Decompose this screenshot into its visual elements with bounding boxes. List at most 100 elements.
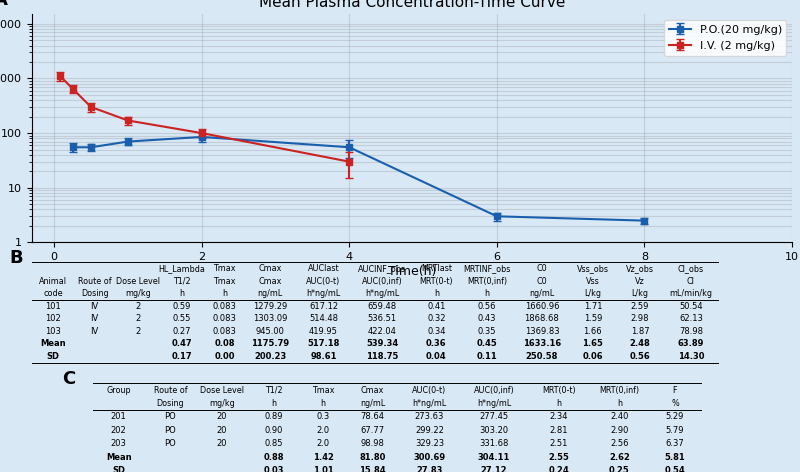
Text: h: h — [617, 399, 622, 408]
Text: 2: 2 — [135, 327, 140, 336]
Text: h: h — [271, 399, 276, 408]
Text: 2.98: 2.98 — [630, 314, 650, 323]
Text: 2.62: 2.62 — [609, 453, 630, 462]
Text: mL/min/kg: mL/min/kg — [670, 289, 713, 298]
Text: 0.56: 0.56 — [630, 352, 650, 361]
Text: 659.48: 659.48 — [368, 302, 397, 311]
Text: 0.32: 0.32 — [427, 314, 446, 323]
Text: 202: 202 — [110, 426, 126, 435]
Text: 0.90: 0.90 — [265, 426, 283, 435]
Text: 1.65: 1.65 — [582, 339, 603, 348]
Text: MRTINF_obs: MRTINF_obs — [463, 264, 511, 273]
Text: 0.54: 0.54 — [665, 466, 686, 472]
Text: h*ng/mL: h*ng/mL — [366, 289, 399, 298]
Text: 6.37: 6.37 — [666, 439, 684, 448]
Text: 1.66: 1.66 — [583, 327, 602, 336]
Text: 0.41: 0.41 — [427, 302, 446, 311]
Text: AUC(0-t): AUC(0-t) — [412, 386, 446, 395]
Text: 101: 101 — [45, 302, 61, 311]
Text: h*ng/mL: h*ng/mL — [412, 399, 446, 408]
Text: 5.79: 5.79 — [666, 426, 684, 435]
Text: 62.13: 62.13 — [679, 314, 703, 323]
Text: ng/mL: ng/mL — [530, 289, 554, 298]
Text: 1369.83: 1369.83 — [525, 327, 559, 336]
Text: 0.36: 0.36 — [426, 339, 446, 348]
Text: Group: Group — [106, 386, 131, 395]
Text: mg/kg: mg/kg — [209, 399, 235, 408]
Text: 304.11: 304.11 — [478, 453, 510, 462]
Text: Dose Level: Dose Level — [200, 386, 244, 395]
Text: 2.90: 2.90 — [610, 426, 629, 435]
Title: Mean Plasma Concentration-Time Curve: Mean Plasma Concentration-Time Curve — [259, 0, 565, 10]
Text: 102: 102 — [45, 314, 61, 323]
Text: 20: 20 — [217, 413, 227, 421]
Text: 0.00: 0.00 — [214, 352, 235, 361]
Text: 1.59: 1.59 — [584, 314, 602, 323]
Text: PO: PO — [165, 439, 176, 448]
Text: 78.64: 78.64 — [361, 413, 385, 421]
Text: code: code — [43, 289, 62, 298]
Text: T1/2: T1/2 — [265, 386, 282, 395]
Text: MRT(0-t): MRT(0-t) — [542, 386, 575, 395]
Text: 2.0: 2.0 — [317, 439, 330, 448]
Text: MRT(0-t): MRT(0-t) — [419, 277, 453, 286]
Text: 1.42: 1.42 — [313, 453, 334, 462]
Text: IV: IV — [90, 302, 99, 311]
Text: C0: C0 — [537, 277, 547, 286]
Text: 1660.96: 1660.96 — [525, 302, 559, 311]
Text: 2.59: 2.59 — [631, 302, 649, 311]
Text: 67.77: 67.77 — [361, 426, 385, 435]
Text: 2.48: 2.48 — [630, 339, 650, 348]
Text: 1279.29: 1279.29 — [253, 302, 287, 311]
Text: 0.24: 0.24 — [548, 466, 569, 472]
Text: PO: PO — [165, 426, 176, 435]
Text: 0.25: 0.25 — [609, 466, 630, 472]
Text: 517.18: 517.18 — [307, 339, 340, 348]
Text: 277.45: 277.45 — [479, 413, 509, 421]
Text: AUClast: AUClast — [308, 264, 339, 273]
Text: 81.80: 81.80 — [359, 453, 386, 462]
Text: 0.56: 0.56 — [478, 302, 497, 311]
Text: 2.55: 2.55 — [548, 453, 569, 462]
Text: 0.27: 0.27 — [173, 327, 191, 336]
Text: SD: SD — [46, 352, 59, 361]
Text: 0.45: 0.45 — [477, 339, 498, 348]
Text: Vss_obs: Vss_obs — [577, 264, 609, 273]
Text: 419.95: 419.95 — [309, 327, 338, 336]
Text: 1.01: 1.01 — [313, 466, 334, 472]
Text: 329.23: 329.23 — [415, 439, 444, 448]
Text: ng/mL: ng/mL — [360, 399, 385, 408]
Text: h: h — [556, 399, 561, 408]
Text: %: % — [671, 399, 679, 408]
Text: IV: IV — [90, 314, 99, 323]
Text: Animal: Animal — [39, 277, 67, 286]
Text: 0.89: 0.89 — [265, 413, 283, 421]
Text: 27.83: 27.83 — [416, 466, 442, 472]
Text: 422.04: 422.04 — [368, 327, 397, 336]
Text: h: h — [434, 289, 439, 298]
Text: IV: IV — [90, 327, 99, 336]
Text: h: h — [321, 399, 326, 408]
Text: Route of: Route of — [78, 277, 111, 286]
Text: Cl_obs: Cl_obs — [678, 264, 704, 273]
Text: 1.87: 1.87 — [630, 327, 650, 336]
Text: Vss: Vss — [586, 277, 600, 286]
Text: L/kg: L/kg — [631, 289, 649, 298]
Text: 1303.09: 1303.09 — [253, 314, 287, 323]
Text: h: h — [222, 289, 227, 298]
Text: 273.63: 273.63 — [414, 413, 444, 421]
Text: 0.35: 0.35 — [478, 327, 497, 336]
Text: 0.083: 0.083 — [213, 302, 237, 311]
Text: HL_Lambda: HL_Lambda — [158, 264, 205, 273]
Text: 2.81: 2.81 — [550, 426, 568, 435]
Text: 2.0: 2.0 — [317, 426, 330, 435]
Text: 0.11: 0.11 — [477, 352, 498, 361]
Text: 5.81: 5.81 — [665, 453, 686, 462]
Text: Dosing: Dosing — [81, 289, 109, 298]
Text: 63.89: 63.89 — [678, 339, 704, 348]
Text: 0.083: 0.083 — [213, 314, 237, 323]
Text: Mean: Mean — [106, 453, 131, 462]
Text: 539.34: 539.34 — [366, 339, 398, 348]
Text: 98.98: 98.98 — [361, 439, 385, 448]
Text: 14.30: 14.30 — [678, 352, 704, 361]
